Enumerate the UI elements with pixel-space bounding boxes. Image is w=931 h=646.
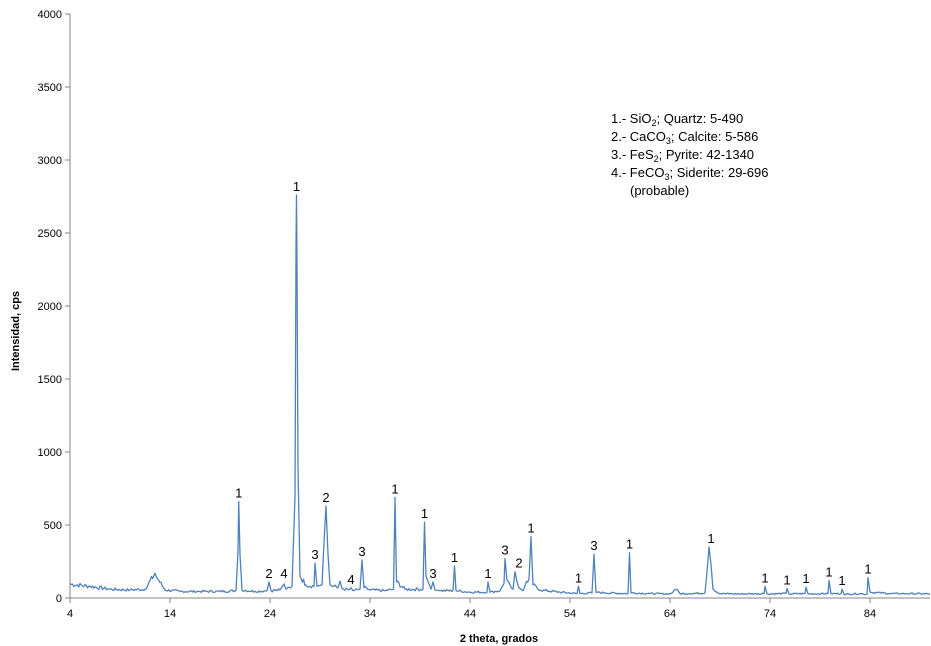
peak-label: 1 <box>707 531 714 546</box>
peak-label: 1 <box>575 570 582 585</box>
peak-label: 1 <box>761 570 768 585</box>
peak-label: 2 <box>322 490 329 505</box>
x-tick-label: 44 <box>464 608 476 620</box>
x-tick-label: 14 <box>164 608 176 620</box>
peak-label: 1 <box>802 571 809 586</box>
peak-label: 1 <box>825 564 832 579</box>
y-tick-label: 3000 <box>38 155 62 167</box>
legend-siderite: 4.- FeCO3; Siderite: 29-696 <box>611 165 769 182</box>
x-tick-label: 34 <box>364 608 376 620</box>
peak-label: 1 <box>626 537 633 552</box>
peak-label: 1 <box>421 506 428 521</box>
peak-label: 4 <box>280 566 287 581</box>
peak-label: 1 <box>451 550 458 565</box>
legend-siderite-note: (probable) <box>630 183 690 198</box>
peak-label: 1 <box>293 179 300 194</box>
y-tick-label: 500 <box>44 520 62 532</box>
peak-label: 2 <box>515 556 522 571</box>
y-tick-label: 0 <box>56 593 62 605</box>
legend-pyrite: 3.- FeS2; Pyrite: 42-1340 <box>611 147 755 164</box>
peak-label: 3 <box>501 543 508 558</box>
x-tick-label: 64 <box>664 608 676 620</box>
peak-label: 3 <box>311 547 318 562</box>
legend-calcite: 2.- CaCO3; Calcite: 5-586 <box>611 129 759 146</box>
y-tick-label: 1500 <box>38 374 62 386</box>
peak-label: 1 <box>391 481 398 496</box>
x-tick-label: 4 <box>67 608 73 620</box>
y-axis-title: Intensidad, cps <box>10 291 22 371</box>
x-tick-label: 84 <box>864 608 876 620</box>
y-axis-ticks: 0 500 1000 1500 2000 2500 3000 3500 4000 <box>38 9 70 605</box>
x-axis-title: 2 theta, grados <box>460 633 538 645</box>
peak-label: 1 <box>783 573 790 588</box>
diffraction-pattern-line <box>69 194 931 596</box>
x-tick-label: 74 <box>764 608 776 620</box>
peak-label: 1 <box>864 562 871 577</box>
peak-label: 1 <box>527 521 534 536</box>
y-tick-label: 2000 <box>38 301 62 313</box>
peak-label: 1 <box>484 566 491 581</box>
peak-label: 2 <box>265 566 272 581</box>
x-tick-label: 54 <box>564 608 576 620</box>
peak-label: 1 <box>235 486 242 501</box>
legend-quartz: 1.- SiO2; Quartz: 5-490 <box>611 111 744 128</box>
peak-label: 1 <box>838 573 845 588</box>
phase-legend: 1.- SiO2; Quartz: 5-490 2.- CaCO3; Calci… <box>611 110 769 200</box>
peak-label: 3 <box>358 544 365 559</box>
x-axis-ticks: 4 14 24 34 44 54 64 74 84 <box>67 598 876 620</box>
y-tick-label: 4000 <box>38 9 62 21</box>
y-tick-label: 2500 <box>38 228 62 240</box>
y-tick-label: 3500 <box>38 82 62 94</box>
y-tick-label: 1000 <box>38 447 62 459</box>
x-tick-label: 24 <box>264 608 276 620</box>
peak-label: 4 <box>347 572 354 587</box>
peak-label: 3 <box>429 566 436 581</box>
peak-label: 3 <box>590 538 597 553</box>
